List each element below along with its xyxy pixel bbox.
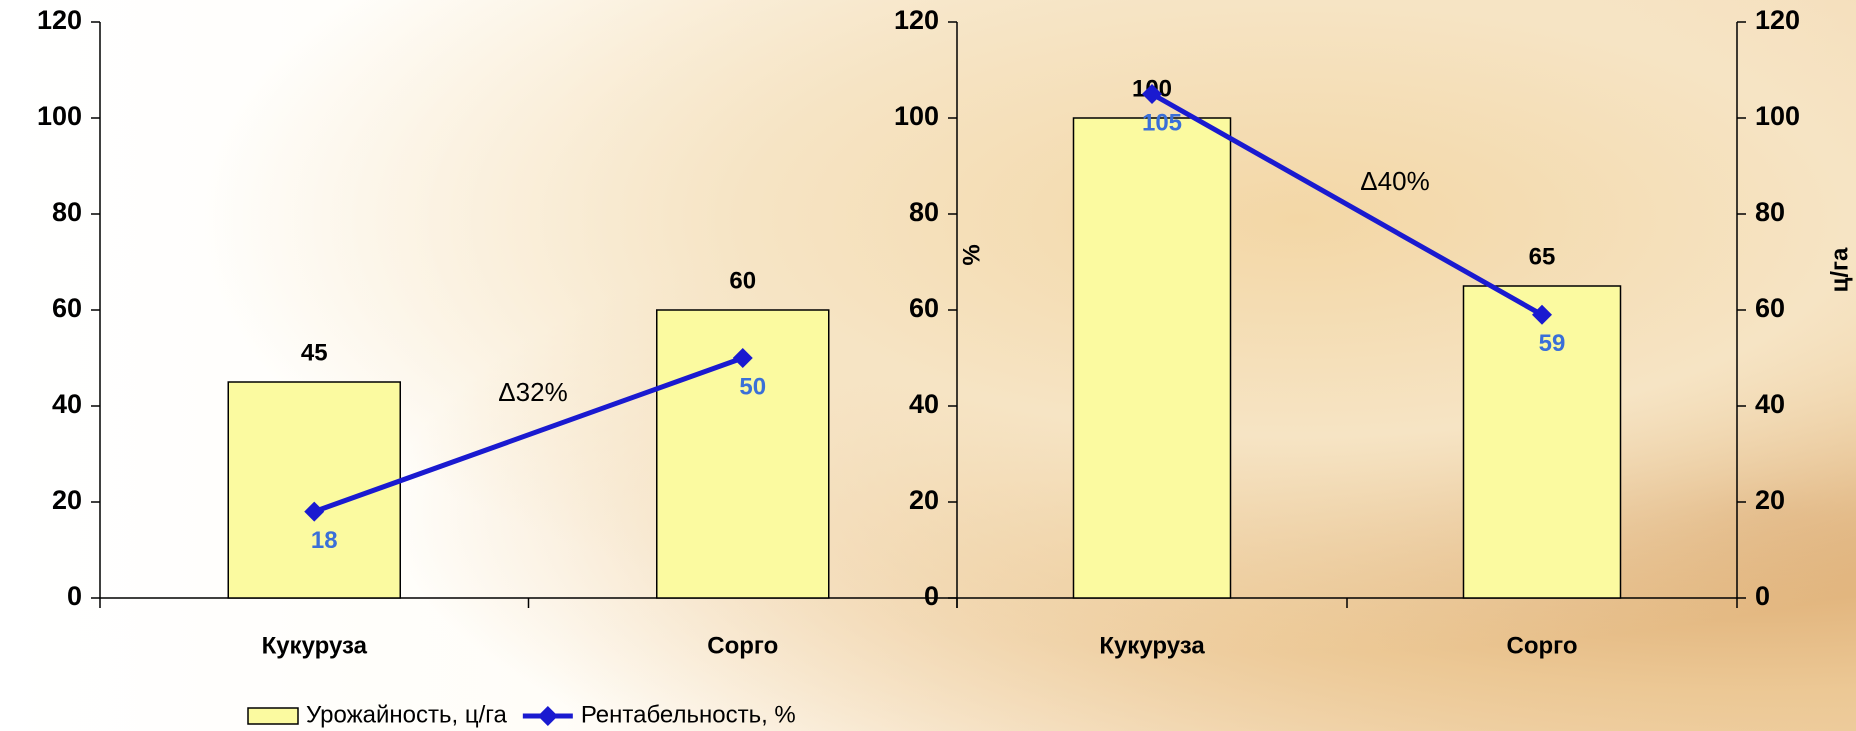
y-tick-label: 120 [37, 5, 82, 35]
y-tick-label: 40 [909, 389, 939, 419]
line-marker [1532, 304, 1552, 325]
y-tick-label: 60 [52, 293, 82, 323]
bar-value-label: 45 [301, 339, 328, 366]
y-axis-label: % [958, 244, 985, 265]
line-value-label: 50 [739, 373, 766, 400]
annotation: Δ32% [498, 377, 567, 407]
y2-tick-label: 40 [1755, 389, 1785, 419]
y2-tick-label: 60 [1755, 293, 1785, 323]
y-tick-label: 80 [52, 197, 82, 227]
y-tick-label: 0 [924, 581, 939, 611]
y-tick-label: 40 [52, 389, 82, 419]
legend-label: Рентабельность, % [581, 701, 796, 728]
y2-axis-label: ц/га [1826, 247, 1853, 292]
legend-label: Урожайность, ц/га [306, 701, 507, 728]
line [1150, 91, 1544, 317]
legend-swatch-marker [537, 706, 558, 726]
y-tick-label: 60 [909, 293, 939, 323]
line [313, 355, 744, 514]
y2-tick-label: 100 [1755, 101, 1800, 131]
bar [1462, 285, 1622, 599]
y-tick-label: 100 [894, 101, 939, 131]
y-tick-label: 120 [894, 5, 939, 35]
y2-tick-label: 20 [1755, 485, 1785, 515]
x-tick-label: Кукуруза [262, 632, 368, 659]
line-marker [732, 348, 753, 368]
line-marker [304, 501, 325, 522]
legend-swatch [247, 707, 299, 725]
bar [1072, 117, 1232, 599]
y-tick-label: 100 [37, 101, 82, 131]
y2-tick-label: 120 [1755, 5, 1800, 35]
x-tick-label: Кукуруза [1099, 632, 1205, 659]
annotation: Δ40% [1360, 166, 1429, 196]
line-value-label: 18 [311, 527, 338, 554]
y2-tick-label: 0 [1755, 581, 1770, 611]
y-tick-label: 0 [67, 581, 82, 611]
line-value-label: 59 [1539, 330, 1566, 357]
y2-tick-label: 80 [1755, 197, 1785, 227]
y-tick-label: 80 [909, 197, 939, 227]
line-value-label: 105 [1142, 109, 1182, 136]
bar-value-label: 60 [729, 267, 756, 294]
line-marker [1142, 84, 1162, 104]
y-tick-label: 20 [909, 485, 939, 515]
x-tick-label: Сорго [1507, 632, 1578, 659]
bar-value-label: 65 [1529, 243, 1556, 270]
x-tick-label: Сорго [707, 632, 778, 659]
y-tick-label: 20 [52, 485, 82, 515]
